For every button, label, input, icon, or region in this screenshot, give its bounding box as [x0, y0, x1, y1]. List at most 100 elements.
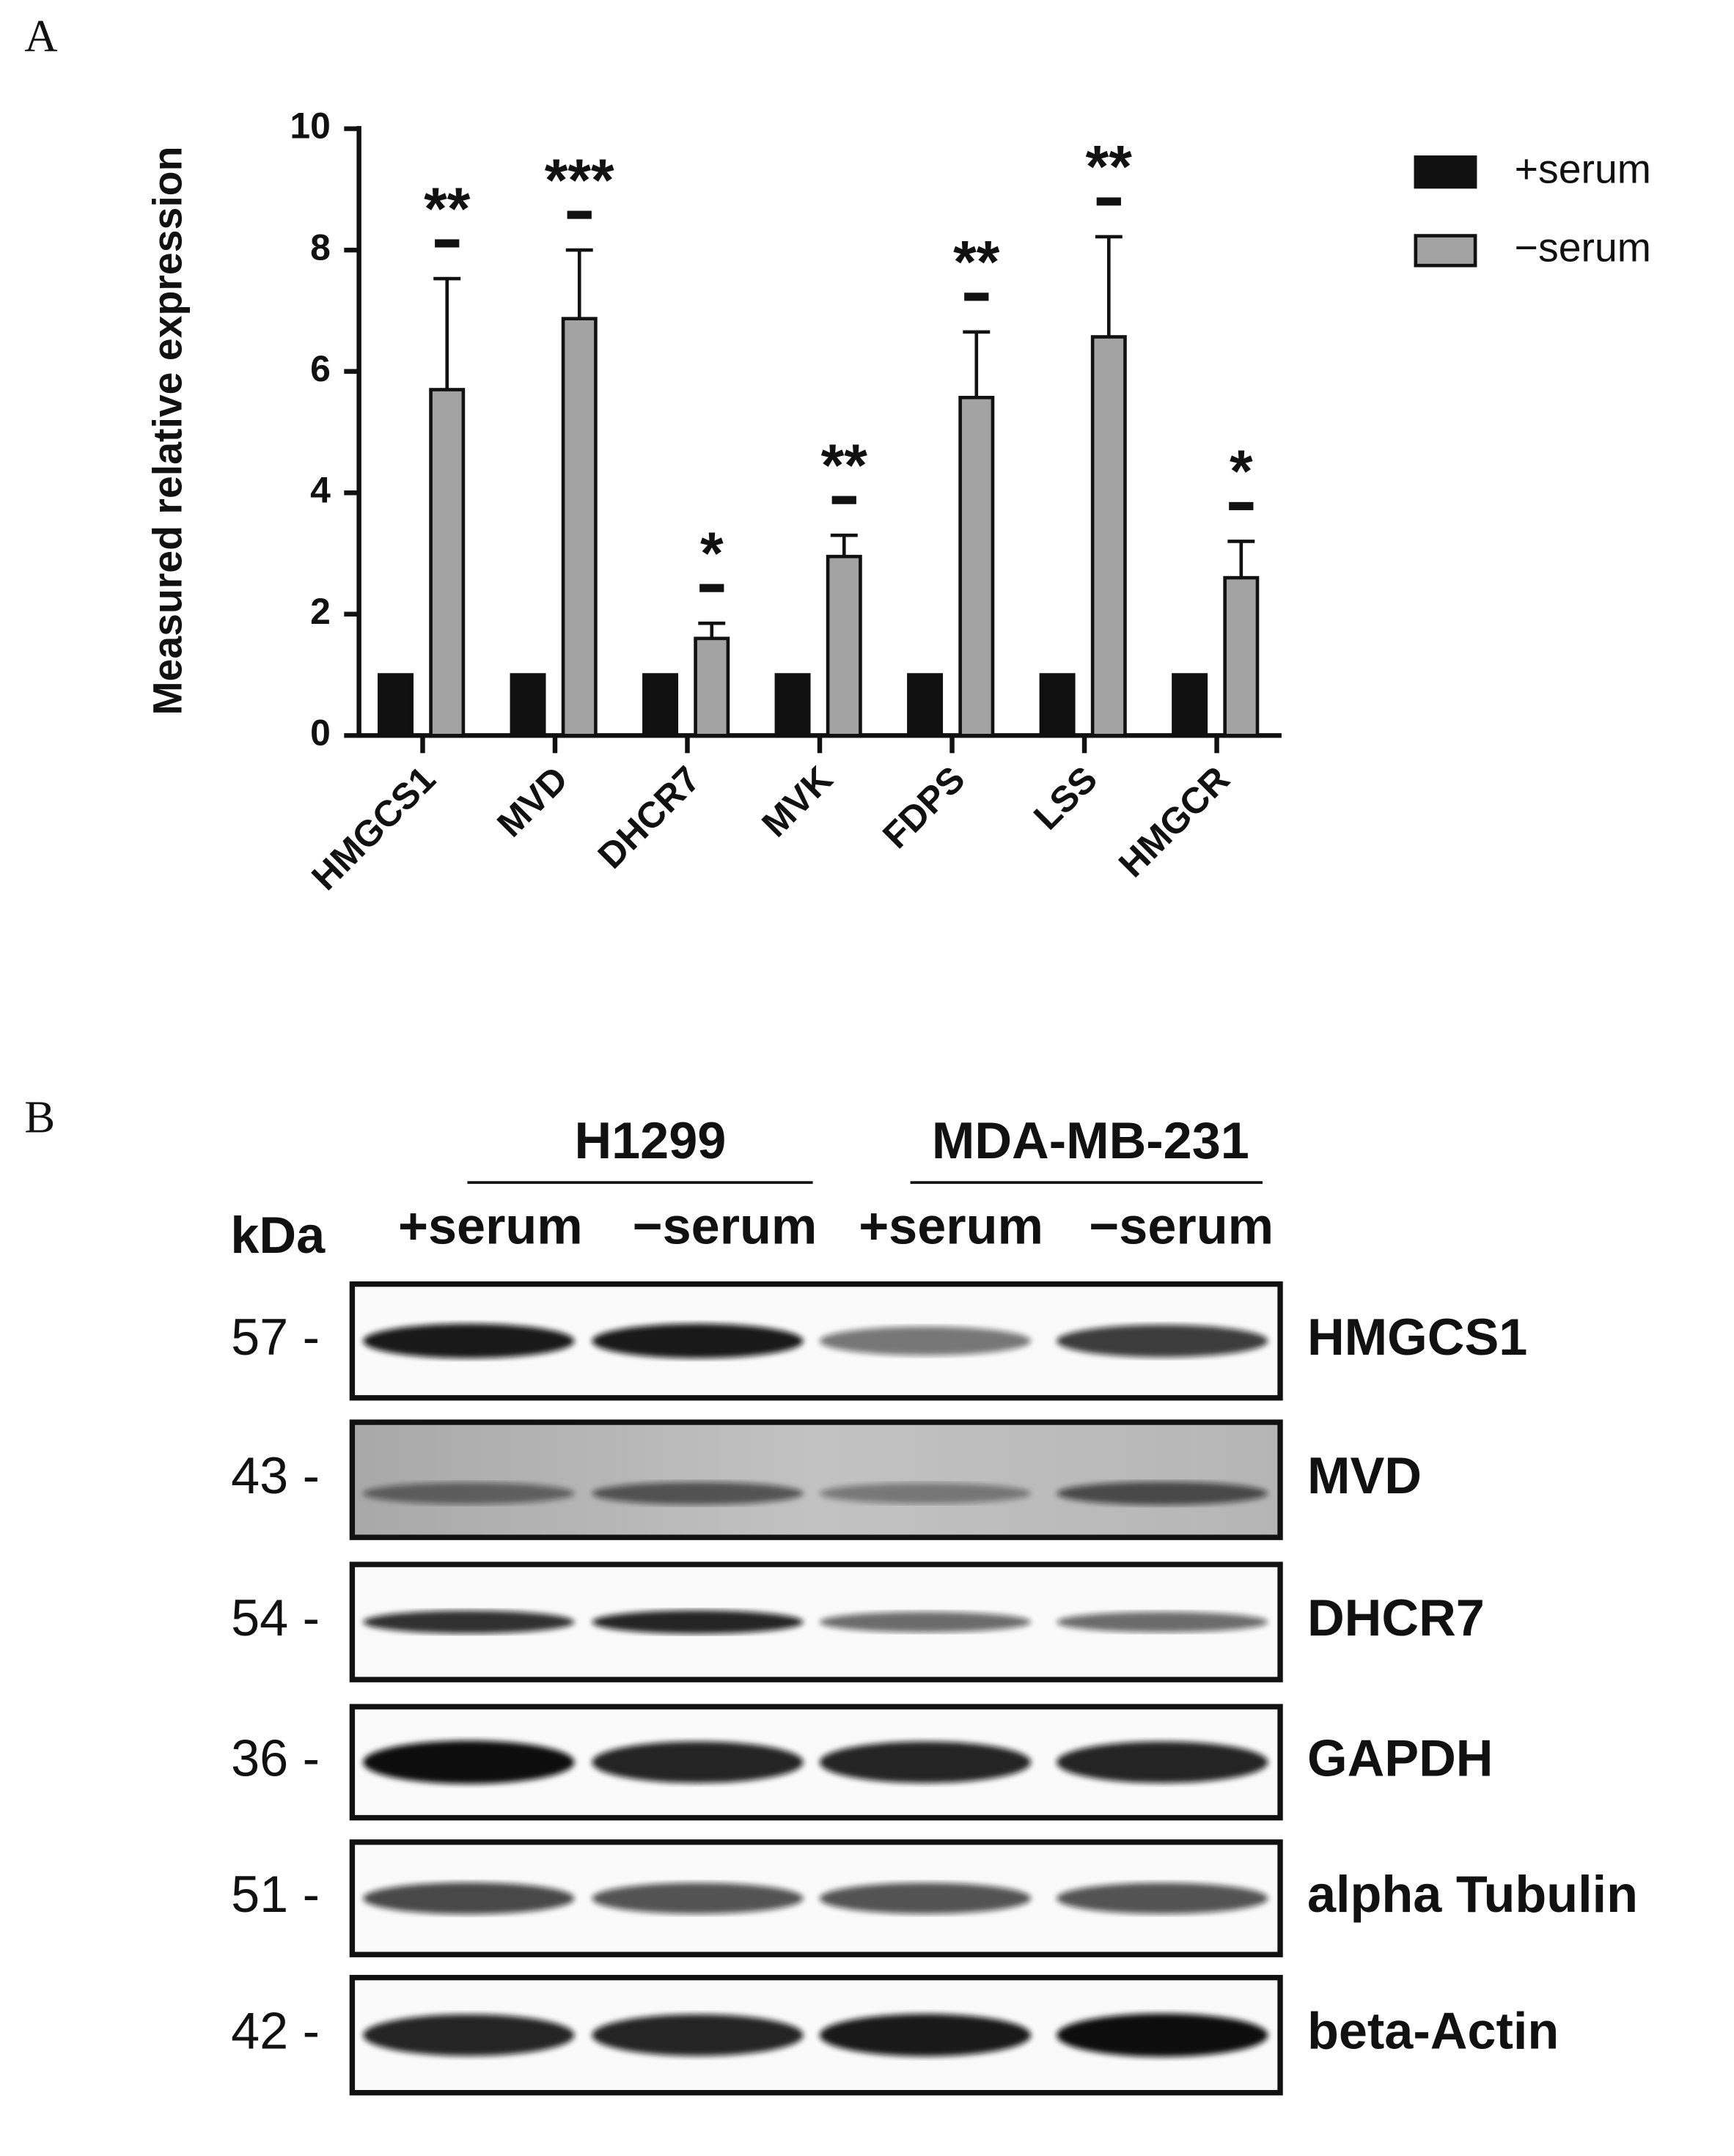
band [363, 1740, 575, 1784]
x-tick-label: MVD [489, 758, 576, 845]
x-tick-label: DHCR7 [590, 758, 708, 876]
band [592, 1883, 804, 1914]
band [592, 1323, 804, 1358]
significance-bar [964, 293, 989, 301]
band [592, 2014, 804, 2056]
error-bar [1227, 540, 1255, 578]
legend-label: −serum [1515, 224, 1651, 270]
band [819, 1883, 1032, 1914]
band [363, 1882, 575, 1915]
significance: ** [953, 229, 1000, 296]
bar [510, 673, 546, 737]
cell-line-label: H1299 [574, 1111, 726, 1169]
significance: * [1230, 438, 1253, 505]
error-bar [963, 330, 991, 398]
band [819, 1326, 1032, 1355]
cell-line-label: MDA-MB-231 [932, 1111, 1249, 1169]
error-bar [565, 248, 593, 319]
lane-label: +serum [859, 1196, 1043, 1254]
significance: ** [1086, 134, 1133, 201]
protein-label: alpha Tubulin [1307, 1865, 1638, 1923]
error-bar [1095, 235, 1123, 337]
band [363, 1610, 575, 1634]
legend-swatch [1414, 155, 1477, 189]
bar [907, 673, 944, 737]
bar [958, 395, 995, 737]
significance-bar [567, 210, 592, 219]
bar [1223, 575, 1260, 737]
kda-marker: 51 - [231, 1865, 320, 1923]
protein-label: HMGCS1 [1307, 1308, 1527, 1366]
band [1057, 1611, 1268, 1633]
panel-label: A [24, 10, 57, 62]
bar [378, 673, 414, 737]
y-tick-label: 2 [310, 591, 331, 632]
bar [1090, 335, 1127, 737]
error-bar [830, 533, 858, 557]
y-tick-label: 4 [310, 469, 331, 510]
band [1057, 1325, 1268, 1358]
kda-marker: 54 - [231, 1589, 320, 1647]
y-tick-label: 10 [290, 106, 330, 147]
band [1057, 2013, 1268, 2057]
band [592, 1610, 804, 1634]
kda-label: kDa [230, 1206, 326, 1264]
kda-marker: 36 - [231, 1729, 320, 1787]
x-tick-label: MVK [754, 758, 840, 845]
error-bar [433, 276, 461, 390]
y-tick-label: 0 [310, 712, 331, 753]
significance-bar [435, 239, 460, 248]
bar [774, 673, 811, 737]
band [1057, 1741, 1268, 1784]
significance: * [700, 520, 724, 587]
band [363, 1482, 575, 1504]
y-tick-label: 6 [310, 348, 331, 389]
band [819, 1611, 1032, 1633]
protein-label: MVD [1307, 1446, 1422, 1504]
band [819, 2014, 1032, 2057]
bar [694, 636, 730, 737]
panel-label: B [24, 1091, 55, 1142]
band [363, 1323, 575, 1358]
kda-marker: 42 - [231, 2002, 320, 2060]
legend-label: +serum [1515, 146, 1651, 191]
y-tick-label: 8 [310, 227, 331, 268]
bar [642, 673, 679, 737]
significance-bar [1229, 501, 1254, 510]
band [592, 1741, 804, 1784]
y-axis-label: Measured relative expression [144, 147, 190, 715]
significance: ** [821, 433, 868, 499]
error-bar [698, 621, 726, 639]
blot-panel [349, 1419, 1283, 1540]
band [363, 2014, 575, 2056]
band [819, 1741, 1032, 1784]
x-tick-label: FDPS [875, 758, 973, 856]
protein-label: DHCR7 [1307, 1589, 1485, 1647]
lane-label: +serum [398, 1196, 583, 1254]
x-tick-label: HMGCS1 [304, 758, 443, 897]
bar [1039, 673, 1076, 737]
significance: ** [424, 176, 471, 243]
legend-swatch [1414, 234, 1477, 268]
protein-label: GAPDH [1307, 1729, 1494, 1787]
band [592, 1482, 804, 1505]
band [1057, 1482, 1268, 1505]
band [1057, 1883, 1268, 1914]
x-tick-label: HMGCR [1111, 758, 1238, 885]
protein-label: beta-Actin [1307, 2002, 1559, 2060]
bar [429, 388, 466, 737]
bar [1172, 673, 1208, 737]
kda-marker: 57 - [231, 1308, 320, 1366]
x-tick-label: LSS [1026, 758, 1105, 837]
significance-bar [831, 496, 856, 504]
band [819, 1483, 1032, 1504]
significance-bar [699, 584, 724, 592]
significance-bar [1096, 197, 1121, 206]
bar [561, 317, 598, 737]
significance: *** [545, 147, 614, 214]
kda-marker: 43 - [231, 1446, 320, 1504]
bar [826, 554, 862, 737]
lane-label: −serum [633, 1196, 818, 1254]
